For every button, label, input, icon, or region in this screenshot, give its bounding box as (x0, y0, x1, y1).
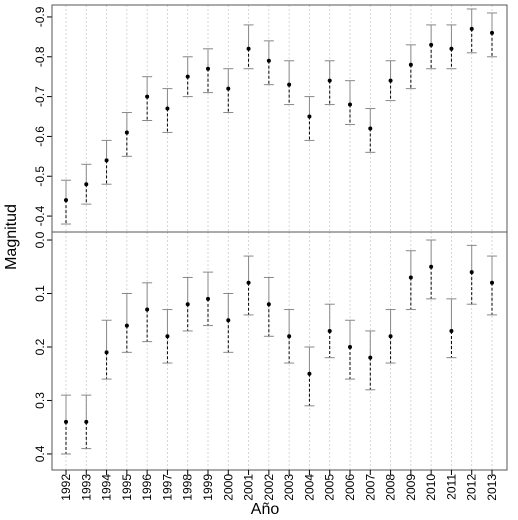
point (368, 355, 373, 360)
point (307, 114, 312, 119)
point (287, 334, 292, 339)
x-tick-label: 1993 (79, 474, 93, 501)
x-tick-label: 1995 (120, 474, 134, 501)
point (449, 46, 454, 51)
y-tick-label: 0.4 (33, 445, 47, 462)
point (368, 126, 373, 131)
point (124, 323, 129, 328)
x-tick-label: 1997 (160, 474, 174, 501)
y-tick-label: 0.3 (33, 392, 47, 409)
y-axis-label: Magnitud (3, 204, 20, 270)
point (307, 371, 312, 376)
point (226, 86, 231, 91)
y-tick-label: 0.1 (33, 285, 47, 302)
x-tick-label: 2012 (465, 474, 479, 501)
point (388, 78, 393, 83)
x-tick-label: 2013 (485, 474, 499, 501)
x-tick-label: 1992 (59, 474, 73, 501)
plot-frame (51, 231, 508, 471)
point (490, 280, 494, 285)
point (429, 264, 434, 269)
x-tick-label: 2005 (323, 474, 337, 501)
point (104, 158, 109, 163)
point (266, 302, 271, 307)
point (246, 46, 251, 51)
point (84, 419, 89, 424)
point (145, 94, 150, 99)
point (84, 182, 89, 187)
x-tick-label: 2001 (242, 474, 256, 501)
point (124, 130, 129, 135)
x-tick-label: 1998 (181, 474, 195, 501)
y-tick-label: -0.5 (33, 166, 47, 187)
point (490, 30, 494, 35)
x-tick-label: 2008 (384, 474, 398, 501)
point (266, 58, 271, 63)
x-tick-label: 2010 (424, 474, 438, 501)
point (449, 328, 454, 333)
x-tick-label: 2011 (444, 474, 458, 500)
point (469, 26, 474, 31)
point (429, 42, 434, 47)
point (64, 419, 68, 424)
x-tick-label: 2007 (363, 474, 377, 501)
point (165, 106, 170, 111)
point (327, 328, 332, 333)
point (287, 82, 292, 87)
x-tick-label: 2003 (282, 474, 296, 501)
point (246, 280, 251, 285)
y-tick-label: -0.7 (33, 86, 47, 107)
point (408, 62, 413, 67)
point (165, 334, 170, 339)
point (185, 302, 190, 307)
x-tick-label: 2000 (221, 474, 235, 501)
y-tick-label: -0.8 (33, 46, 47, 67)
plot-frame (51, 4, 508, 233)
x-tick-label: 2004 (302, 474, 316, 501)
x-tick-label: 1996 (140, 474, 154, 501)
point (388, 334, 393, 339)
point (145, 307, 150, 312)
point (348, 344, 352, 349)
x-tick-label: 2006 (343, 474, 357, 501)
point (185, 74, 190, 79)
y-tick-label: 0.0 (33, 231, 47, 248)
x-tick-label: 2002 (262, 474, 276, 501)
point (327, 78, 332, 83)
point (408, 275, 413, 280)
y-tick-label: -0.6 (33, 126, 47, 147)
y-tick-label: -0.9 (33, 6, 47, 27)
point (469, 270, 474, 275)
point (64, 198, 68, 203)
x-tick-label: 1999 (201, 474, 215, 501)
point (206, 296, 210, 301)
x-tick-label: 2009 (404, 474, 418, 501)
x-axis-label: Año (251, 501, 280, 518)
y-tick-label: -0.4 (33, 205, 47, 226)
point (348, 102, 352, 107)
point (226, 318, 231, 323)
x-tick-label: 1994 (100, 474, 114, 501)
point (206, 66, 210, 71)
y-tick-label: 0.2 (33, 338, 47, 355)
point (104, 350, 109, 355)
